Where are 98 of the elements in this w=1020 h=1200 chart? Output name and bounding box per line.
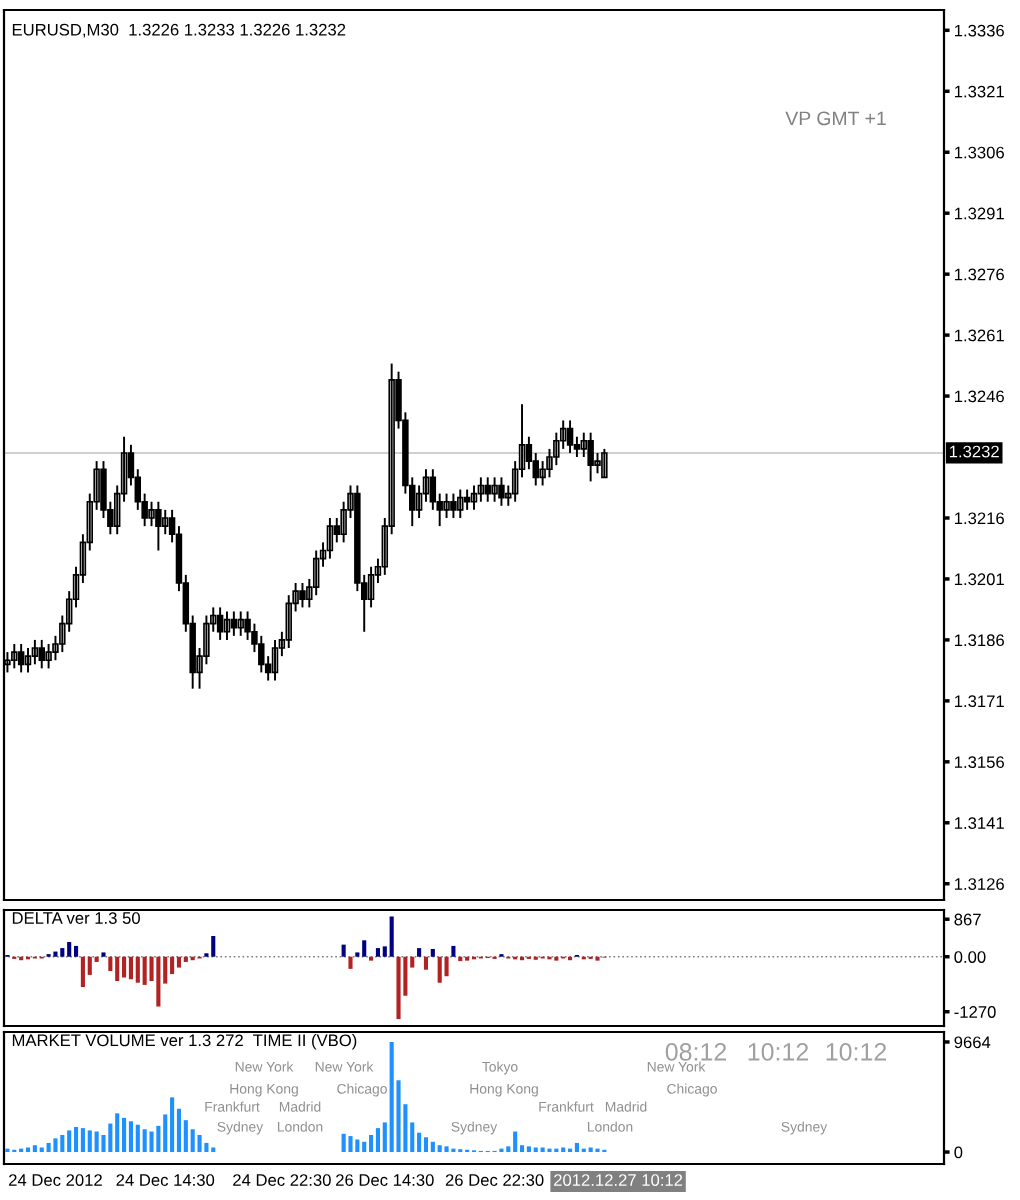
bar [122,1117,127,1153]
bar [135,1124,140,1153]
y-tick-label: 1.3201 [954,573,1004,586]
y-tick-label: 1.3171 [954,695,1004,708]
annotation: 10:12 [826,1043,887,1061]
bar [142,956,147,985]
y-tick-label: 1.3291 [954,207,1004,220]
bar [73,945,79,957]
x-tick-label: 2012.12.27 10:12 [554,1174,683,1186]
bar [389,1041,394,1153]
bar [60,948,65,957]
bar [341,944,346,957]
bar [430,1141,435,1153]
bar [67,942,72,957]
y-tick-label: 1.3141 [954,817,1004,829]
bar [444,956,449,977]
annotation: 08:12 [665,1043,727,1061]
bar [211,935,216,957]
bar [451,945,456,957]
bar [423,956,429,970]
annotation: VP GMT +1 [785,111,886,126]
bar [94,1131,99,1153]
bar [53,1138,58,1153]
bar [204,1142,209,1153]
bar [73,1126,79,1153]
bar [355,1139,360,1153]
bar [25,1147,31,1153]
x-tick-label: 24 Dec 2012 [9,1174,102,1186]
x-tick-label: 26 Dec 22:30 [445,1174,544,1186]
bar [526,1146,531,1153]
bar [437,1145,442,1153]
bar [513,1131,518,1153]
y-tick-label: 9664 [954,1036,991,1049]
bar [437,956,442,983]
bar [149,1131,154,1153]
chart-title: MARKET VOLUME ver 1.3 272 TIME II (VBO) [12,1033,357,1050]
y-tick-label: 1.3261 [954,329,1004,342]
bar [375,948,380,957]
bar [32,1145,37,1153]
bar [375,1128,380,1153]
y-tick-label: 1.3186 [954,634,1004,647]
bar [183,956,188,962]
y-tick-label: 1.3276 [954,268,1004,281]
bar [348,1136,353,1153]
bar [176,956,182,968]
bar [46,1142,51,1153]
y-tick-label: 1.3246 [954,390,1004,403]
bar [115,956,120,981]
y-tick-label: 867 [954,913,981,926]
bar [115,1113,120,1153]
bar [561,1147,566,1153]
bar [348,956,353,969]
bar [362,940,367,957]
bar [80,1128,85,1153]
bar [60,1134,65,1153]
y-tick-label: 1.3306 [954,146,1004,159]
bar [211,1147,216,1153]
bar [170,1097,175,1153]
x-tick-label: 26 Dec 14:30 [336,1174,434,1186]
bar [53,951,58,957]
y-tick-label: 1.3156 [954,756,1004,769]
y-tick-label: 1.3126 [954,878,1004,890]
bar [39,1147,44,1153]
bar [417,948,422,957]
y-tick-label: 1.3321 [954,85,1004,98]
bar [423,1137,429,1153]
x-tick-label: 24 Dec 14:30 [116,1174,215,1186]
y-tick-label: 1.3336 [954,24,1004,37]
bar [122,956,127,978]
bar [574,1142,579,1153]
annotation: 10:12 [748,1043,809,1061]
bar [156,956,161,1007]
chart-title: DELTA ver 1.3 50 [12,912,140,924]
bar [197,1134,202,1153]
bar [67,1130,72,1153]
y-tick-label: 1.3216 [954,512,1004,525]
bar [135,956,140,983]
bar [341,1133,346,1153]
bar [142,1129,147,1153]
bar [540,1147,545,1153]
bar [444,1146,449,1153]
bar [87,1130,92,1153]
bar [128,1121,133,1153]
bar [533,1147,538,1153]
bar [389,916,394,957]
bar [396,956,401,1020]
y-tick-label: -1270 [954,1006,996,1018]
bar [430,948,435,957]
bar [588,1147,593,1153]
bar [80,956,85,988]
bar [369,1134,374,1153]
bar [128,956,133,980]
y-tick-label: 0.00 [954,951,986,963]
ref-line-label: 1.3232 [949,445,999,458]
text: EURUSD,M30 1.3226 1.3233 1.3226 1.3232 [12,23,346,38]
bar [362,1141,367,1153]
x-tick-label: 24 Dec 22:30 [233,1174,331,1186]
y-tick-label: 0 [954,1146,963,1159]
